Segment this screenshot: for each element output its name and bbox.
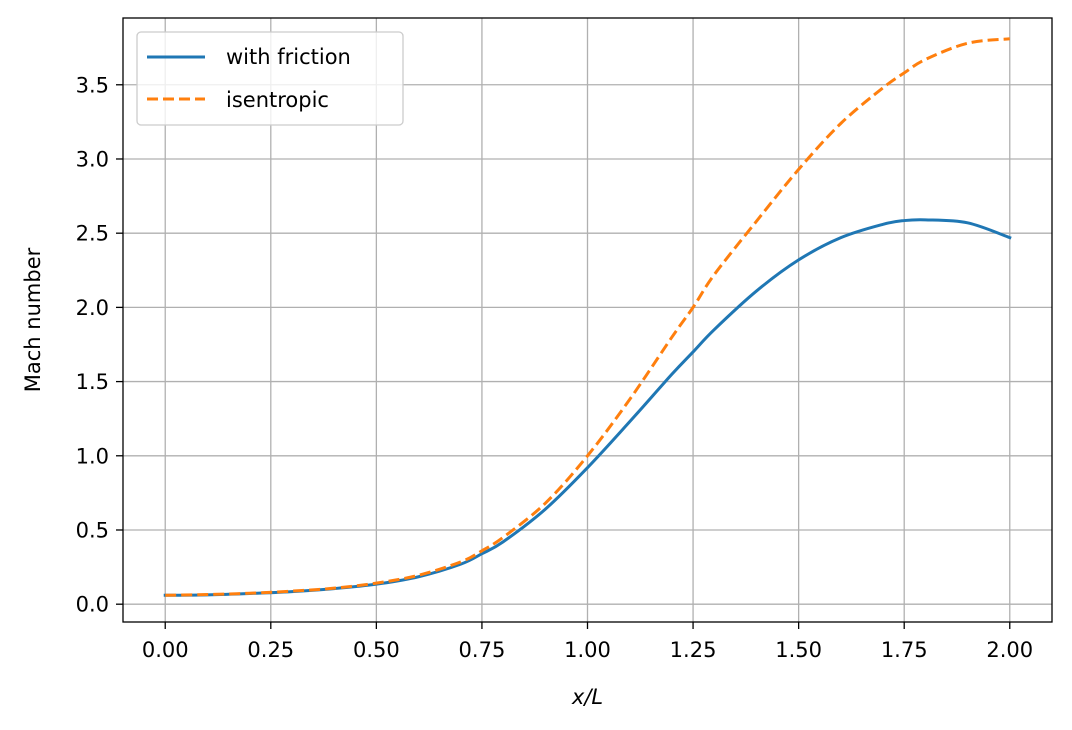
y-axis-label: Mach number: [21, 247, 45, 392]
y-tick-label: 1.0: [76, 444, 109, 468]
y-tick-label: 0.0: [76, 593, 109, 617]
x-tick-label: 0.00: [142, 638, 189, 662]
y-tick-label: 0.5: [76, 518, 109, 542]
x-tick-label: 0.25: [247, 638, 294, 662]
series-line-isentropic: [165, 37, 1010, 597]
legend: with friction isentropic: [136, 31, 404, 126]
x-tick-label: 1.00: [564, 638, 611, 662]
legend-label-with-friction: with friction: [226, 45, 351, 69]
y-tick-label: 2.0: [76, 296, 109, 320]
x-tick-label: 1.50: [775, 638, 822, 662]
y-tick-label: 2.5: [76, 222, 109, 246]
y-tick-label: 3.5: [76, 73, 109, 97]
series-lines: [163, 37, 1012, 597]
x-tick-label: 2.00: [986, 638, 1033, 662]
y-tick-label: 1.5: [76, 370, 109, 394]
grid: [123, 18, 1052, 622]
y-tick-label: 3.0: [76, 147, 109, 171]
axis-ticks: 0.00 0.25 0.50 0.75 1.00 1.25 1.50 1.75 2.00 0.0 0…: [76, 73, 1034, 662]
x-tick-label: 0.50: [353, 638, 400, 662]
legend-box: [136, 31, 404, 126]
x-axis-label: x/L: [571, 685, 603, 709]
x-tick-label: 1.75: [881, 638, 928, 662]
x-tick-label: 0.75: [459, 638, 506, 662]
x-tick-label: 1.25: [670, 638, 717, 662]
legend-label-isentropic: isentropic: [226, 88, 329, 112]
